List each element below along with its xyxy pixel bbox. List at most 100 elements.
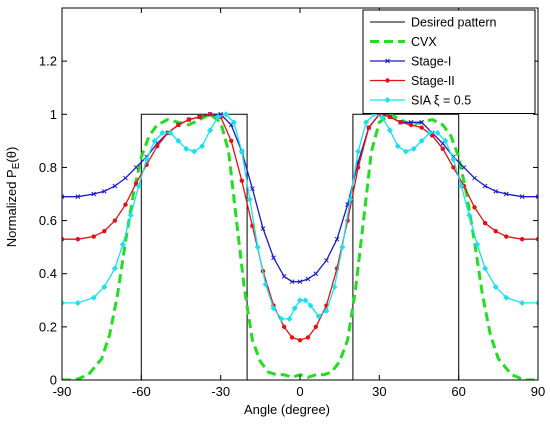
series-4-point-2 — [90, 294, 97, 301]
legend-item-2: Stage-I — [370, 55, 451, 69]
series-4-point-40 — [386, 127, 393, 134]
series-4-point-7 — [135, 183, 142, 190]
series-4-point-17 — [215, 113, 222, 120]
series-4-point-14 — [191, 148, 198, 155]
series-2-point-34-b — [419, 119, 424, 125]
series-2-point-40 — [482, 183, 488, 189]
series-2-point-41-b — [493, 188, 499, 194]
series-2-point-43 — [519, 194, 525, 200]
series-2-point-39 — [472, 175, 477, 181]
legend-item-3: Stage-II — [370, 74, 455, 88]
legend-marker-2 — [385, 58, 390, 64]
series-2-point-44-a — [535, 194, 538, 198]
series-4-point-54 — [503, 294, 510, 301]
series-3 — [62, 112, 538, 343]
series-3-point-40 — [482, 221, 488, 226]
series-2-point-21 — [289, 279, 295, 285]
series-4-point-37 — [363, 119, 370, 126]
y-axis-label-prefix: Normalized P — [4, 169, 19, 247]
series-2-point-3-b — [101, 188, 107, 194]
series-2-point-24-b — [313, 271, 319, 277]
series-2-point-4 — [112, 183, 118, 189]
series-3-point-43 — [519, 236, 525, 242]
y-axis-label-suffix: (θ) — [4, 147, 19, 163]
series-4-point-46 — [434, 129, 441, 136]
y-tick-label-3: 0.6 — [39, 213, 57, 228]
series-4-point-51 — [474, 241, 481, 248]
series-3-point-10 — [176, 122, 181, 128]
series-3-point-33 — [408, 122, 414, 128]
legend-item-4: SIA ξ = 0.5 — [370, 94, 471, 108]
series-3-point-4 — [112, 218, 118, 223]
series-4 — [62, 111, 538, 322]
series-4-point-4 — [111, 265, 118, 272]
x-tick-label-3: 0 — [296, 384, 303, 399]
x-tick-label-0: -90 — [53, 384, 72, 399]
series-2-point-44-b — [535, 195, 538, 200]
y-tick-label-0: 0 — [50, 373, 57, 388]
series-2-point-5 — [123, 175, 128, 181]
series-4-point-49 — [458, 183, 465, 190]
series-3-point-2 — [91, 234, 96, 239]
series-2-point-2 — [91, 191, 97, 197]
series-2-point-6 — [133, 165, 139, 170]
series-4-point-41 — [394, 143, 401, 150]
series-4-point-20 — [238, 148, 245, 155]
series-3-point-13 — [207, 112, 213, 117]
series-4-point-56 — [535, 299, 538, 306]
series-4-point-10 — [159, 129, 166, 136]
series-3-point-15 — [229, 138, 234, 144]
series-4-point-36 — [355, 148, 362, 155]
series-4-point-3 — [101, 284, 108, 290]
series-3-point-6 — [133, 181, 139, 186]
legend-label-1: CVX — [411, 35, 437, 49]
series-4-point-0 — [62, 299, 65, 306]
series-0-line — [62, 113, 538, 380]
x-tick-label-6: 90 — [531, 384, 545, 399]
series-3-point-20 — [281, 324, 287, 330]
series-2-point-40-b — [482, 183, 488, 189]
series-4-point-6 — [127, 212, 134, 219]
series-2-point-0-a — [62, 195, 65, 200]
x-tick-label-5: 60 — [451, 384, 465, 399]
series-4-point-9 — [151, 137, 158, 144]
series-3-point-44 — [535, 236, 538, 242]
series-2-point-44 — [535, 194, 538, 200]
series-3-point-28 — [355, 165, 361, 170]
series-3-point-3 — [102, 229, 107, 234]
series-2-point-18 — [260, 226, 266, 231]
series-3-point-24 — [313, 324, 319, 330]
legend-marker-3 — [385, 78, 390, 83]
series-3-line — [62, 113, 538, 341]
legend-label-4: SIA ξ = 0.5 — [411, 94, 471, 108]
series-4-point-15 — [199, 143, 206, 150]
series-4-point-43 — [410, 145, 417, 152]
legend-label-0: Desired pattern — [411, 16, 497, 30]
legend-label-2: Stage-I — [411, 55, 451, 69]
series-3-point-0 — [62, 236, 65, 242]
y-axis-label-subscript: E — [11, 162, 22, 169]
series-2-point-23-b — [305, 276, 311, 282]
series-2-point-38-b — [461, 165, 467, 170]
series-4-point-30 — [307, 302, 314, 309]
series-4-point-11 — [167, 129, 174, 136]
series-group — [62, 111, 538, 380]
series-4-point-32 — [323, 307, 330, 314]
series-2-point-0-b — [62, 194, 65, 198]
series-3-point-8 — [155, 143, 160, 149]
series-3-point-22 — [297, 337, 303, 343]
series-2-point-39-b — [472, 175, 477, 181]
series-2-point-26-b — [334, 236, 340, 242]
series-4-point-33 — [331, 284, 338, 290]
series-4-point-39 — [378, 113, 385, 120]
series-2-point-23 — [305, 276, 311, 282]
legend-item-1: CVX — [370, 35, 437, 49]
series-4-point-18 — [222, 111, 229, 118]
series-4-point-26 — [286, 315, 293, 322]
series-2-point-22-b — [297, 279, 303, 285]
y-axis-label: Normalized PE(θ) — [4, 147, 22, 248]
series-3-point-32 — [398, 120, 403, 125]
series-3-point-23 — [305, 335, 311, 340]
series-3-point-1 — [75, 236, 81, 242]
